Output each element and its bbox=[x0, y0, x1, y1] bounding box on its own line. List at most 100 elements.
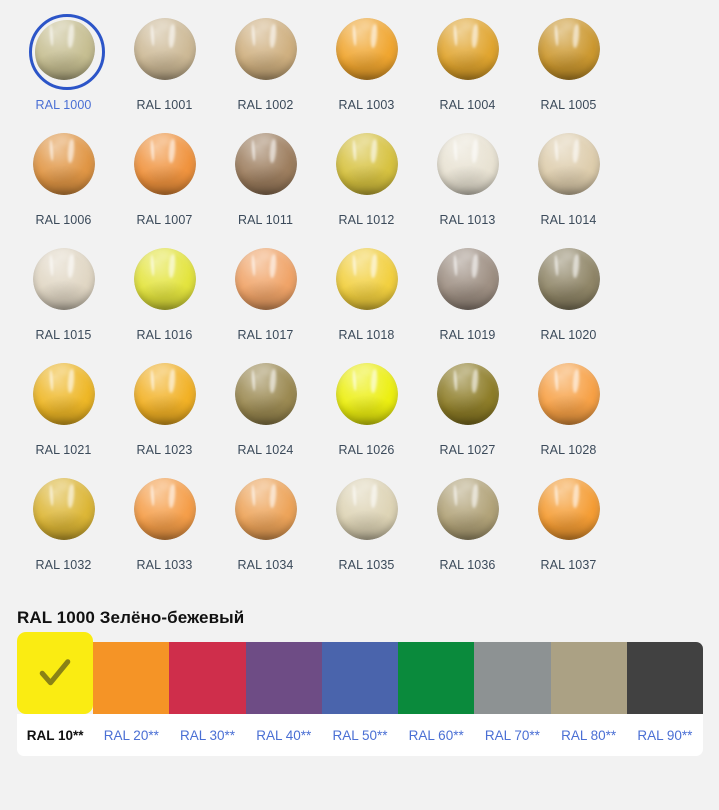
tab-swatch-ral-40[interactable] bbox=[245, 642, 322, 714]
tab-label-ral-40[interactable]: RAL 40** bbox=[256, 727, 312, 743]
swatch-item-ral-1035[interactable]: RAL 1035 bbox=[316, 474, 417, 589]
swatch-item-ral-1011[interactable]: RAL 1011 bbox=[215, 129, 316, 244]
color-sphere-selected[interactable] bbox=[28, 14, 105, 90]
swatch-label: RAL 1017 bbox=[237, 328, 294, 342]
color-sphere[interactable] bbox=[130, 244, 200, 314]
swatch-item-ral-1033[interactable]: RAL 1033 bbox=[114, 474, 215, 589]
color-sphere[interactable] bbox=[29, 474, 99, 544]
sphere-shading bbox=[32, 248, 95, 310]
sphere-shading bbox=[335, 133, 398, 195]
color-sphere[interactable] bbox=[130, 129, 200, 199]
sphere-shading bbox=[537, 18, 600, 80]
color-sphere[interactable] bbox=[534, 14, 604, 84]
swatch-item-ral-1018[interactable]: RAL 1018 bbox=[316, 244, 417, 359]
swatch-item-ral-1032[interactable]: RAL 1032 bbox=[13, 474, 114, 589]
tab-label-ral-50[interactable]: RAL 50** bbox=[332, 727, 388, 743]
swatch-item-ral-1000[interactable]: RAL 1000 bbox=[13, 14, 114, 129]
sphere-highlight bbox=[57, 481, 74, 490]
swatch-item-ral-1019[interactable]: RAL 1019 bbox=[417, 244, 518, 359]
sphere-shading bbox=[537, 363, 600, 425]
swatch-item-ral-1036[interactable]: RAL 1036 bbox=[417, 474, 518, 589]
swatch-item-ral-1001[interactable]: RAL 1001 bbox=[114, 14, 215, 129]
tab-label-ral-30[interactable]: RAL 30** bbox=[180, 727, 236, 743]
sphere-body bbox=[234, 18, 297, 80]
swatch-item-ral-1003[interactable]: RAL 1003 bbox=[316, 14, 417, 129]
sphere-shading bbox=[32, 363, 95, 425]
color-sphere[interactable] bbox=[534, 474, 604, 544]
color-sphere[interactable] bbox=[534, 359, 604, 429]
swatch-item-ral-1027[interactable]: RAL 1027 bbox=[417, 359, 518, 474]
swatch-item-ral-1024[interactable]: RAL 1024 bbox=[215, 359, 316, 474]
tab-label-ral-80[interactable]: RAL 80** bbox=[561, 727, 617, 743]
tab-swatch-ral-10[interactable] bbox=[17, 632, 94, 714]
tab-swatch-ral-70[interactable] bbox=[474, 642, 551, 714]
tab-label-ral-70[interactable]: RAL 70** bbox=[484, 727, 540, 743]
sphere-base-color bbox=[32, 133, 95, 195]
color-sphere[interactable] bbox=[332, 129, 402, 199]
sphere-highlight bbox=[57, 251, 74, 260]
color-sphere[interactable] bbox=[231, 244, 301, 314]
sphere-body bbox=[537, 363, 600, 425]
sphere-shading bbox=[537, 133, 600, 195]
tab-label-ral-60[interactable]: RAL 60** bbox=[408, 727, 464, 743]
sphere-body bbox=[133, 478, 196, 540]
swatch-item-ral-1013[interactable]: RAL 1013 bbox=[417, 129, 518, 244]
color-sphere[interactable] bbox=[332, 359, 402, 429]
color-sphere[interactable] bbox=[29, 359, 99, 429]
color-sphere[interactable] bbox=[130, 359, 200, 429]
swatch-item-ral-1012[interactable]: RAL 1012 bbox=[316, 129, 417, 244]
swatch-item-ral-1020[interactable]: RAL 1020 bbox=[518, 244, 619, 359]
color-sphere[interactable] bbox=[29, 244, 99, 314]
color-sphere[interactable] bbox=[433, 474, 503, 544]
color-sphere[interactable] bbox=[433, 129, 503, 199]
sphere-body bbox=[133, 18, 196, 80]
color-sphere[interactable] bbox=[332, 14, 402, 84]
color-sphere[interactable] bbox=[534, 244, 604, 314]
swatch-item-ral-1006[interactable]: RAL 1006 bbox=[13, 129, 114, 244]
tab-swatch-ral-60[interactable] bbox=[398, 642, 475, 714]
tab-label-ral-90[interactable]: RAL 90** bbox=[637, 727, 693, 743]
swatch-item-ral-1021[interactable]: RAL 1021 bbox=[13, 359, 114, 474]
color-sphere[interactable] bbox=[231, 474, 301, 544]
swatch-item-ral-1023[interactable]: RAL 1023 bbox=[114, 359, 215, 474]
color-sphere[interactable] bbox=[130, 14, 200, 84]
color-sphere[interactable] bbox=[231, 359, 301, 429]
color-sphere[interactable] bbox=[231, 129, 301, 199]
sphere-body bbox=[436, 478, 499, 540]
swatch-item-ral-1016[interactable]: RAL 1016 bbox=[114, 244, 215, 359]
color-sphere[interactable] bbox=[332, 474, 402, 544]
tab-swatch-ral-30[interactable] bbox=[169, 642, 246, 714]
color-sphere[interactable] bbox=[231, 14, 301, 84]
color-sphere[interactable] bbox=[130, 474, 200, 544]
swatch-item-ral-1026[interactable]: RAL 1026 bbox=[316, 359, 417, 474]
swatch-item-ral-1007[interactable]: RAL 1007 bbox=[114, 129, 215, 244]
swatch-item-ral-1017[interactable]: RAL 1017 bbox=[215, 244, 316, 359]
swatch-row: RAL 1032 RAL 1033 RAL 1034 RAL 1035 RAL 1036… bbox=[0, 474, 719, 589]
color-sphere[interactable] bbox=[332, 244, 402, 314]
tab-label-ral-20[interactable]: RAL 20** bbox=[103, 727, 159, 743]
swatch-item-ral-1037[interactable]: RAL 1037 bbox=[518, 474, 619, 589]
swatch-item-ral-1034[interactable]: RAL 1034 bbox=[215, 474, 316, 589]
swatch-item-ral-1005[interactable]: RAL 1005 bbox=[518, 14, 619, 129]
color-sphere[interactable] bbox=[534, 129, 604, 199]
tab-swatch-ral-80[interactable] bbox=[550, 642, 627, 714]
tab-label-ral-10[interactable]: RAL 10** bbox=[26, 727, 84, 743]
swatch-item-ral-1014[interactable]: RAL 1014 bbox=[518, 129, 619, 244]
sphere-base-color bbox=[436, 363, 499, 425]
swatch-item-ral-1002[interactable]: RAL 1002 bbox=[215, 14, 316, 129]
tab-swatch-ral-50[interactable] bbox=[321, 642, 399, 714]
tabs-shell: RAL 10** RAL 20** RAL 30** RAL 40** RAL 50**… bbox=[17, 632, 703, 756]
color-sphere[interactable] bbox=[433, 14, 503, 84]
swatch-label: RAL 1027 bbox=[439, 443, 496, 457]
tab-swatch-ral-90[interactable] bbox=[626, 642, 703, 714]
sphere-highlight bbox=[562, 21, 579, 30]
sphere-highlight bbox=[461, 366, 478, 375]
swatch-item-ral-1028[interactable]: RAL 1028 bbox=[518, 359, 619, 474]
swatch-item-ral-1004[interactable]: RAL 1004 bbox=[417, 14, 518, 129]
swatch-item-ral-1015[interactable]: RAL 1015 bbox=[13, 244, 114, 359]
sphere-base-color bbox=[234, 133, 297, 195]
color-sphere[interactable] bbox=[433, 359, 503, 429]
color-sphere[interactable] bbox=[433, 244, 503, 314]
color-sphere[interactable] bbox=[29, 129, 99, 199]
tab-swatch-ral-20[interactable] bbox=[93, 642, 170, 714]
